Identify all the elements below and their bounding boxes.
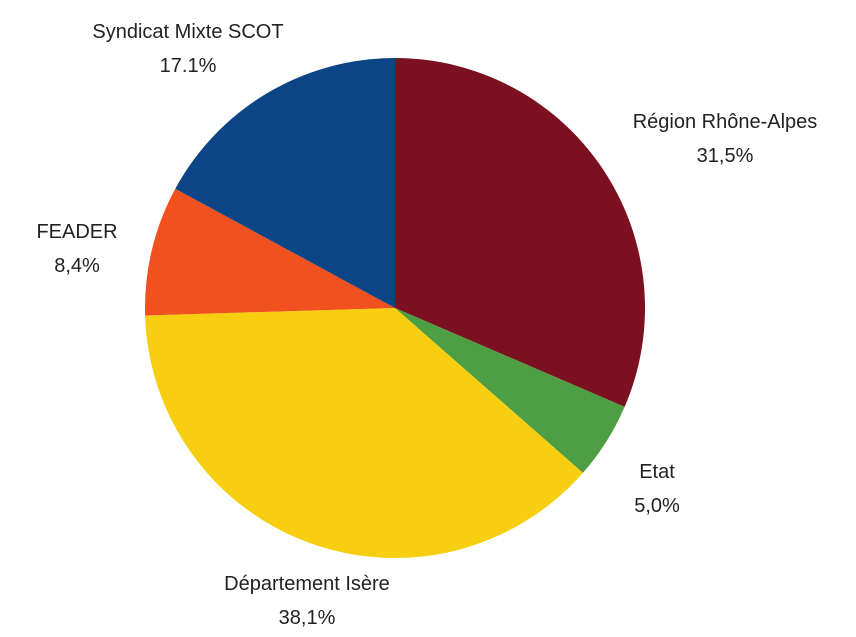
pie-slice-3 (145, 188, 395, 316)
slice-label-1: Etat (639, 461, 675, 483)
slice-value-label-2: 38,1% (279, 607, 336, 629)
slice-label-3: FEADER (36, 221, 117, 243)
pie-labels: Région Rhône-Alpes 31,5% Etat 5,0% Départeme… (36, 21, 817, 629)
slice-label-2: Département Isère (224, 573, 390, 595)
pie-slice-0 (395, 58, 646, 407)
pie-slice-1 (395, 308, 625, 473)
pie-slice-2 (145, 308, 583, 558)
pie-slices (145, 58, 646, 558)
slice-value-label-3: 8,4% (54, 255, 100, 277)
slice-label-0: Région Rhône-Alpes (633, 111, 818, 133)
slice-value-label-1: 5,0% (634, 495, 680, 517)
slice-value-label-0: 31,5% (697, 145, 754, 167)
slice-label-4: Syndicat Mixte SCOT (92, 21, 283, 43)
slice-value-label-4: 17.1% (160, 55, 217, 77)
pie-slice-4 (175, 58, 395, 308)
